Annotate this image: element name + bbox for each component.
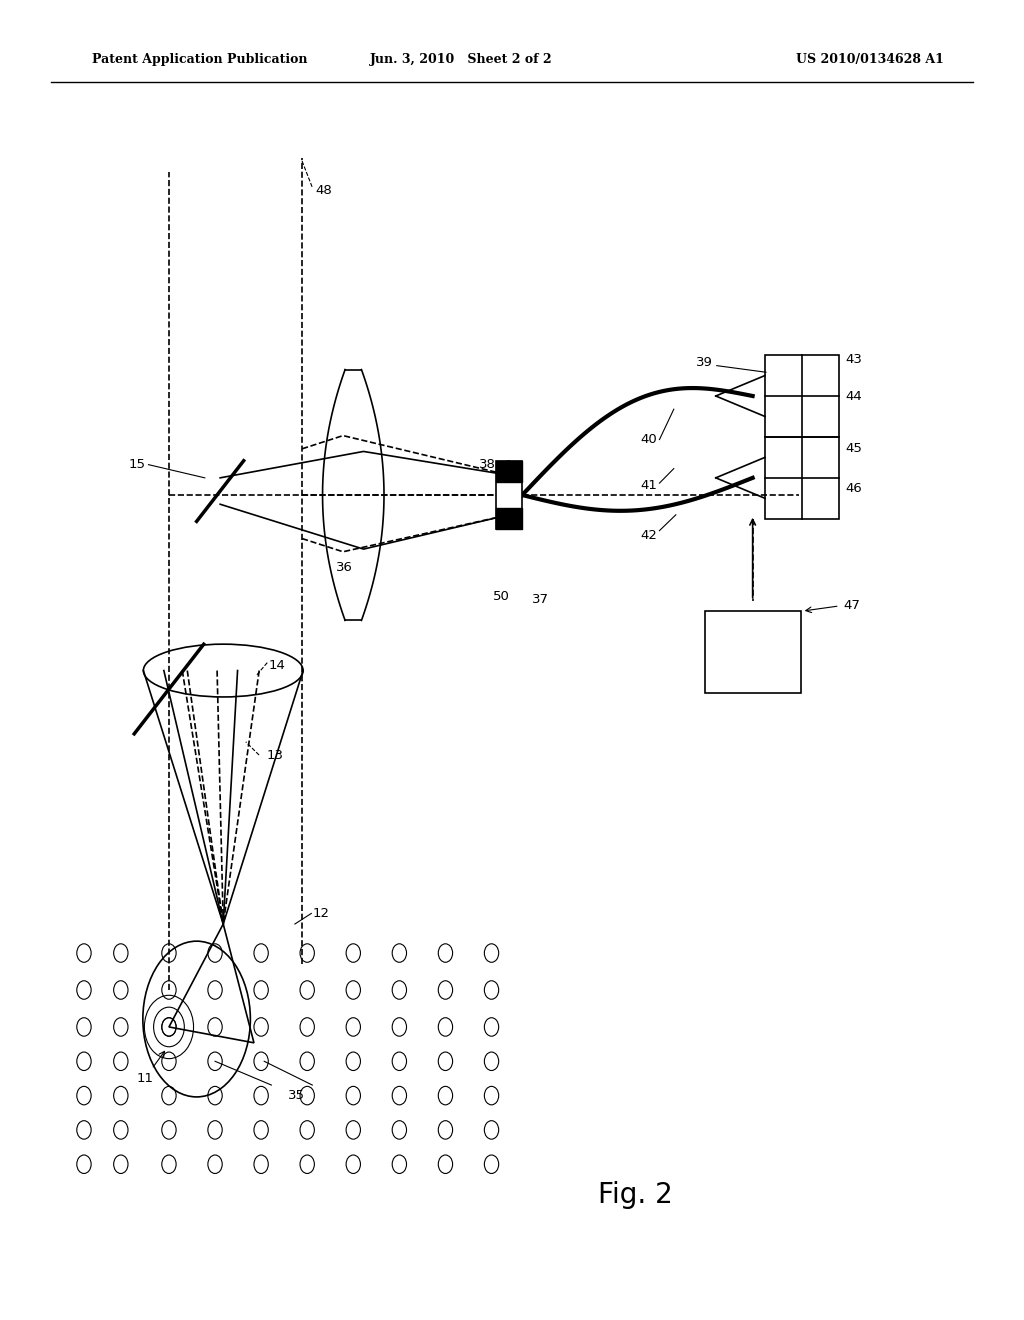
Text: 40: 40	[641, 433, 657, 446]
Text: 36: 36	[336, 561, 352, 574]
Bar	[765, 355, 839, 437]
Text: 46: 46	[846, 482, 862, 495]
Bar	[496, 461, 522, 529]
Text: 13: 13	[266, 748, 284, 762]
Text: 30: 30	[742, 648, 759, 661]
Text: 11: 11	[137, 1072, 154, 1085]
Text: 48: 48	[315, 183, 332, 197]
Text: 12: 12	[312, 907, 330, 920]
Bar	[765, 437, 839, 519]
Text: 47: 47	[844, 599, 860, 612]
Text: 35: 35	[289, 1089, 305, 1102]
Text: 42: 42	[641, 529, 657, 543]
Text: US 2010/0134628 A1: US 2010/0134628 A1	[797, 53, 944, 66]
Text: 43: 43	[846, 352, 862, 366]
Text: 45: 45	[846, 442, 862, 455]
Text: Fig. 2: Fig. 2	[598, 1180, 672, 1209]
Bar	[705, 611, 801, 693]
Text: Jun. 3, 2010   Sheet 2 of 2: Jun. 3, 2010 Sheet 2 of 2	[370, 53, 552, 66]
Text: Patent Application Publication: Patent Application Publication	[92, 53, 307, 66]
Text: 37: 37	[532, 593, 550, 606]
Text: 41: 41	[641, 479, 657, 492]
Text: 14: 14	[268, 659, 285, 672]
Text: 50: 50	[494, 590, 510, 603]
Text: 44: 44	[846, 389, 862, 403]
Text: 15: 15	[128, 458, 145, 471]
Text: 39: 39	[696, 356, 713, 370]
Text: 38: 38	[479, 458, 496, 471]
